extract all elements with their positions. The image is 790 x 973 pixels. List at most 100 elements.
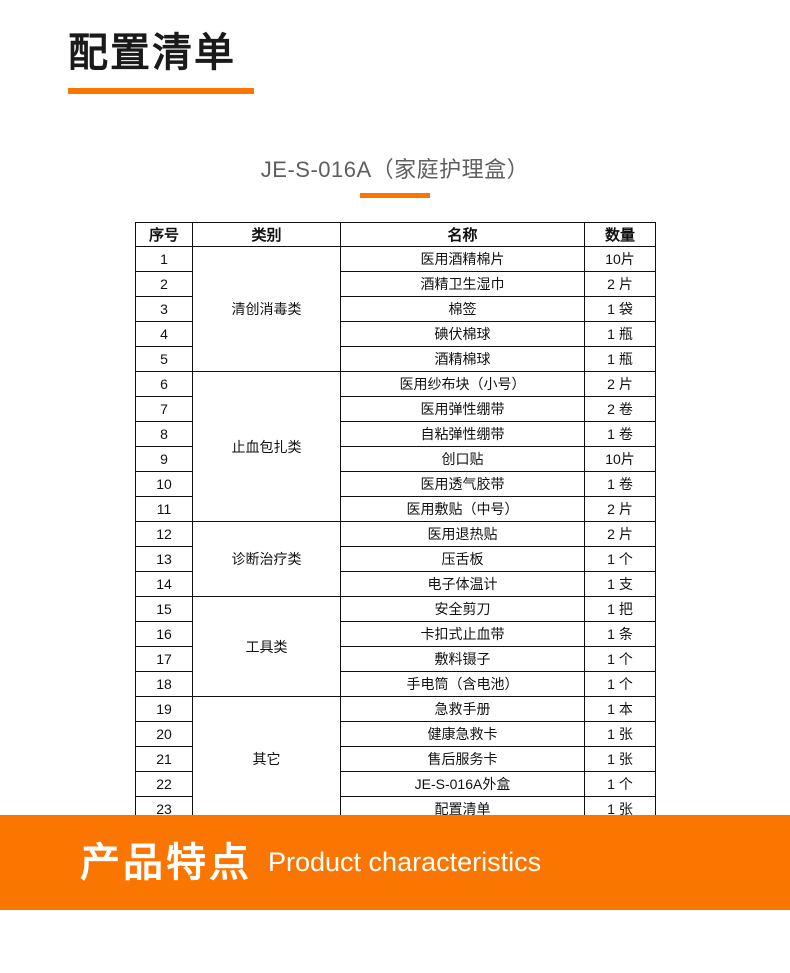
cell-category: 清创消毒类 — [192, 246, 341, 372]
cell-index: 7 — [135, 396, 193, 422]
cell-quantity: 1 支 — [584, 571, 656, 597]
cell-quantity: 1 把 — [584, 596, 656, 622]
page-title: 配置清单 — [68, 31, 236, 75]
column-header-index: 序号 — [135, 222, 193, 247]
cell-item-name: 电子体温计 — [340, 571, 585, 597]
table-row: 6 止血包扎类 医用纱布块（小号） 2 片 — [135, 371, 656, 522]
cell-index: 6 — [135, 371, 193, 397]
column-header-name: 名称 — [340, 222, 585, 247]
cell-item-name: 手电筒（含电池） — [340, 671, 585, 697]
cell-item-name: 安全剪刀 — [340, 596, 585, 622]
cell-item-name: 售后服务卡 — [340, 746, 585, 772]
cell-quantity: 1 个 — [584, 771, 656, 797]
cell-index: 9 — [135, 446, 193, 472]
cell-index: 10 — [135, 471, 193, 497]
product-model-subtitle: JE-S-016A（家庭护理盒） — [260, 157, 530, 182]
cell-item-name: 酒精棉球 — [340, 346, 585, 372]
cell-item-name: 卡扣式止血带 — [340, 621, 585, 647]
table-row: 12 诊断治疗类 医用退热贴 2 片 — [135, 521, 656, 597]
product-subtitle-block: JE-S-016A（家庭护理盒） — [0, 152, 790, 198]
cell-quantity: 2 片 — [584, 496, 656, 522]
cell-quantity: 1 张 — [584, 721, 656, 747]
section-heading: 配置清单 — [68, 30, 254, 94]
cell-item-name: 医用纱布块（小号） — [340, 371, 585, 397]
cell-index: 4 — [135, 321, 193, 347]
cell-index: 17 — [135, 646, 193, 672]
table-row: 15 工具类 安全剪刀 1 把 — [135, 596, 656, 697]
cell-quantity: 1 个 — [584, 671, 656, 697]
cell-index: 14 — [135, 571, 193, 597]
cell-index: 1 — [135, 246, 193, 272]
cell-item-name: 医用退热贴 — [340, 521, 585, 547]
cell-quantity: 1 卷 — [584, 421, 656, 447]
cell-category: 诊断治疗类 — [192, 521, 341, 597]
column-header-quantity: 数量 — [584, 222, 656, 247]
title-underline-bar — [68, 88, 254, 94]
table-row: 22 JE-S-016A外盒 1 个 — [135, 771, 656, 797]
cell-index: 22 — [135, 771, 193, 797]
cell-index: 5 — [135, 346, 193, 372]
cell-quantity: 2 片 — [584, 521, 656, 547]
cell-index: 12 — [135, 521, 193, 547]
cell-quantity: 10片 — [584, 246, 656, 272]
cell-quantity: 1 个 — [584, 546, 656, 572]
table-row: 21 售后服务卡 1 张 — [135, 746, 656, 772]
cell-quantity: 2 卷 — [584, 396, 656, 422]
cell-index: 19 — [135, 696, 193, 722]
cell-item-name: 健康急救卡 — [340, 721, 585, 747]
cell-index: 11 — [135, 496, 193, 522]
cell-item-name: 压舌板 — [340, 546, 585, 572]
cell-category: 止血包扎类 — [192, 371, 341, 522]
cell-quantity: 1 卷 — [584, 471, 656, 497]
feature-banner-title-cn: 产品特点 — [80, 840, 252, 885]
cell-item-name: 自粘弹性绷带 — [340, 421, 585, 447]
cell-item-name: 碘伏棉球 — [340, 321, 585, 347]
table-row: 20 健康急救卡 1 张 — [135, 721, 656, 747]
cell-quantity: 1 袋 — [584, 296, 656, 322]
cell-index: 3 — [135, 296, 193, 322]
cell-quantity: 2 片 — [584, 271, 656, 297]
cell-item-name: 医用敷贴（中号） — [340, 496, 585, 522]
cell-item-name: 急救手册 — [340, 696, 585, 722]
cell-index: 18 — [135, 671, 193, 697]
cell-item-name: 创口贴 — [340, 446, 585, 472]
cell-item-name: 棉签 — [340, 296, 585, 322]
column-header-category: 类别 — [192, 222, 341, 247]
cell-quantity: 10片 — [584, 446, 656, 472]
cell-item-name: 敷料镊子 — [340, 646, 585, 672]
cell-index: 15 — [135, 596, 193, 622]
table-row: 16 卡扣式止血带 1 条 — [135, 621, 656, 647]
cell-index: 20 — [135, 721, 193, 747]
cell-quantity: 1 瓶 — [584, 346, 656, 372]
cell-quantity: 1 个 — [584, 646, 656, 672]
cell-index: 8 — [135, 421, 193, 447]
cell-category: 其它 — [192, 696, 341, 822]
table-row: 1 清创消毒类 医用酒精棉片 10片 — [135, 246, 656, 372]
subtitle-underline-bar — [360, 193, 430, 198]
cell-quantity: 1 条 — [584, 621, 656, 647]
cell-item-name: 医用酒精棉片 — [340, 246, 585, 272]
cell-item-name: JE-S-016A外盒 — [340, 771, 585, 797]
table-header: 序号 类别 名称 数量 — [135, 222, 656, 247]
configuration-table-container: 序号 类别 名称 数量 1 清创消毒类 医用酒精棉片 10片 2 酒精卫生湿巾 2 片 3 棉签… — [135, 222, 656, 822]
cell-category: 工具类 — [192, 596, 341, 697]
table-row: 9 创口贴 10片 — [135, 446, 656, 472]
cell-index: 2 — [135, 271, 193, 297]
cell-item-name: 医用弹性绷带 — [340, 396, 585, 422]
table-row: 18 手电筒（含电池） 1 个 — [135, 671, 656, 697]
cell-item-name: 酒精卫生湿巾 — [340, 271, 585, 297]
table-row: 5 酒精棉球 1 瓶 — [135, 346, 656, 372]
cell-index: 13 — [135, 546, 193, 572]
table-row: 11 医用敷贴（中号） 2 片 — [135, 496, 656, 522]
table-row: 7 医用弹性绷带 2 卷 — [135, 396, 656, 422]
feature-banner-title-en: Product characteristics — [268, 847, 542, 877]
cell-quantity: 1 瓶 — [584, 321, 656, 347]
table-row: 19 其它 急救手册 1 本 — [135, 696, 656, 822]
cell-quantity: 1 本 — [584, 696, 656, 722]
configuration-table: 序号 类别 名称 数量 1 清创消毒类 医用酒精棉片 10片 2 酒精卫生湿巾 2 片 3 棉签… — [135, 222, 656, 822]
table-header-row: 序号 类别 名称 数量 — [135, 222, 656, 247]
cell-quantity: 2 片 — [584, 371, 656, 397]
feature-banner: 产品特点 Product characteristics — [0, 815, 790, 910]
table-row: 13 压舌板 1 个 — [135, 546, 656, 572]
